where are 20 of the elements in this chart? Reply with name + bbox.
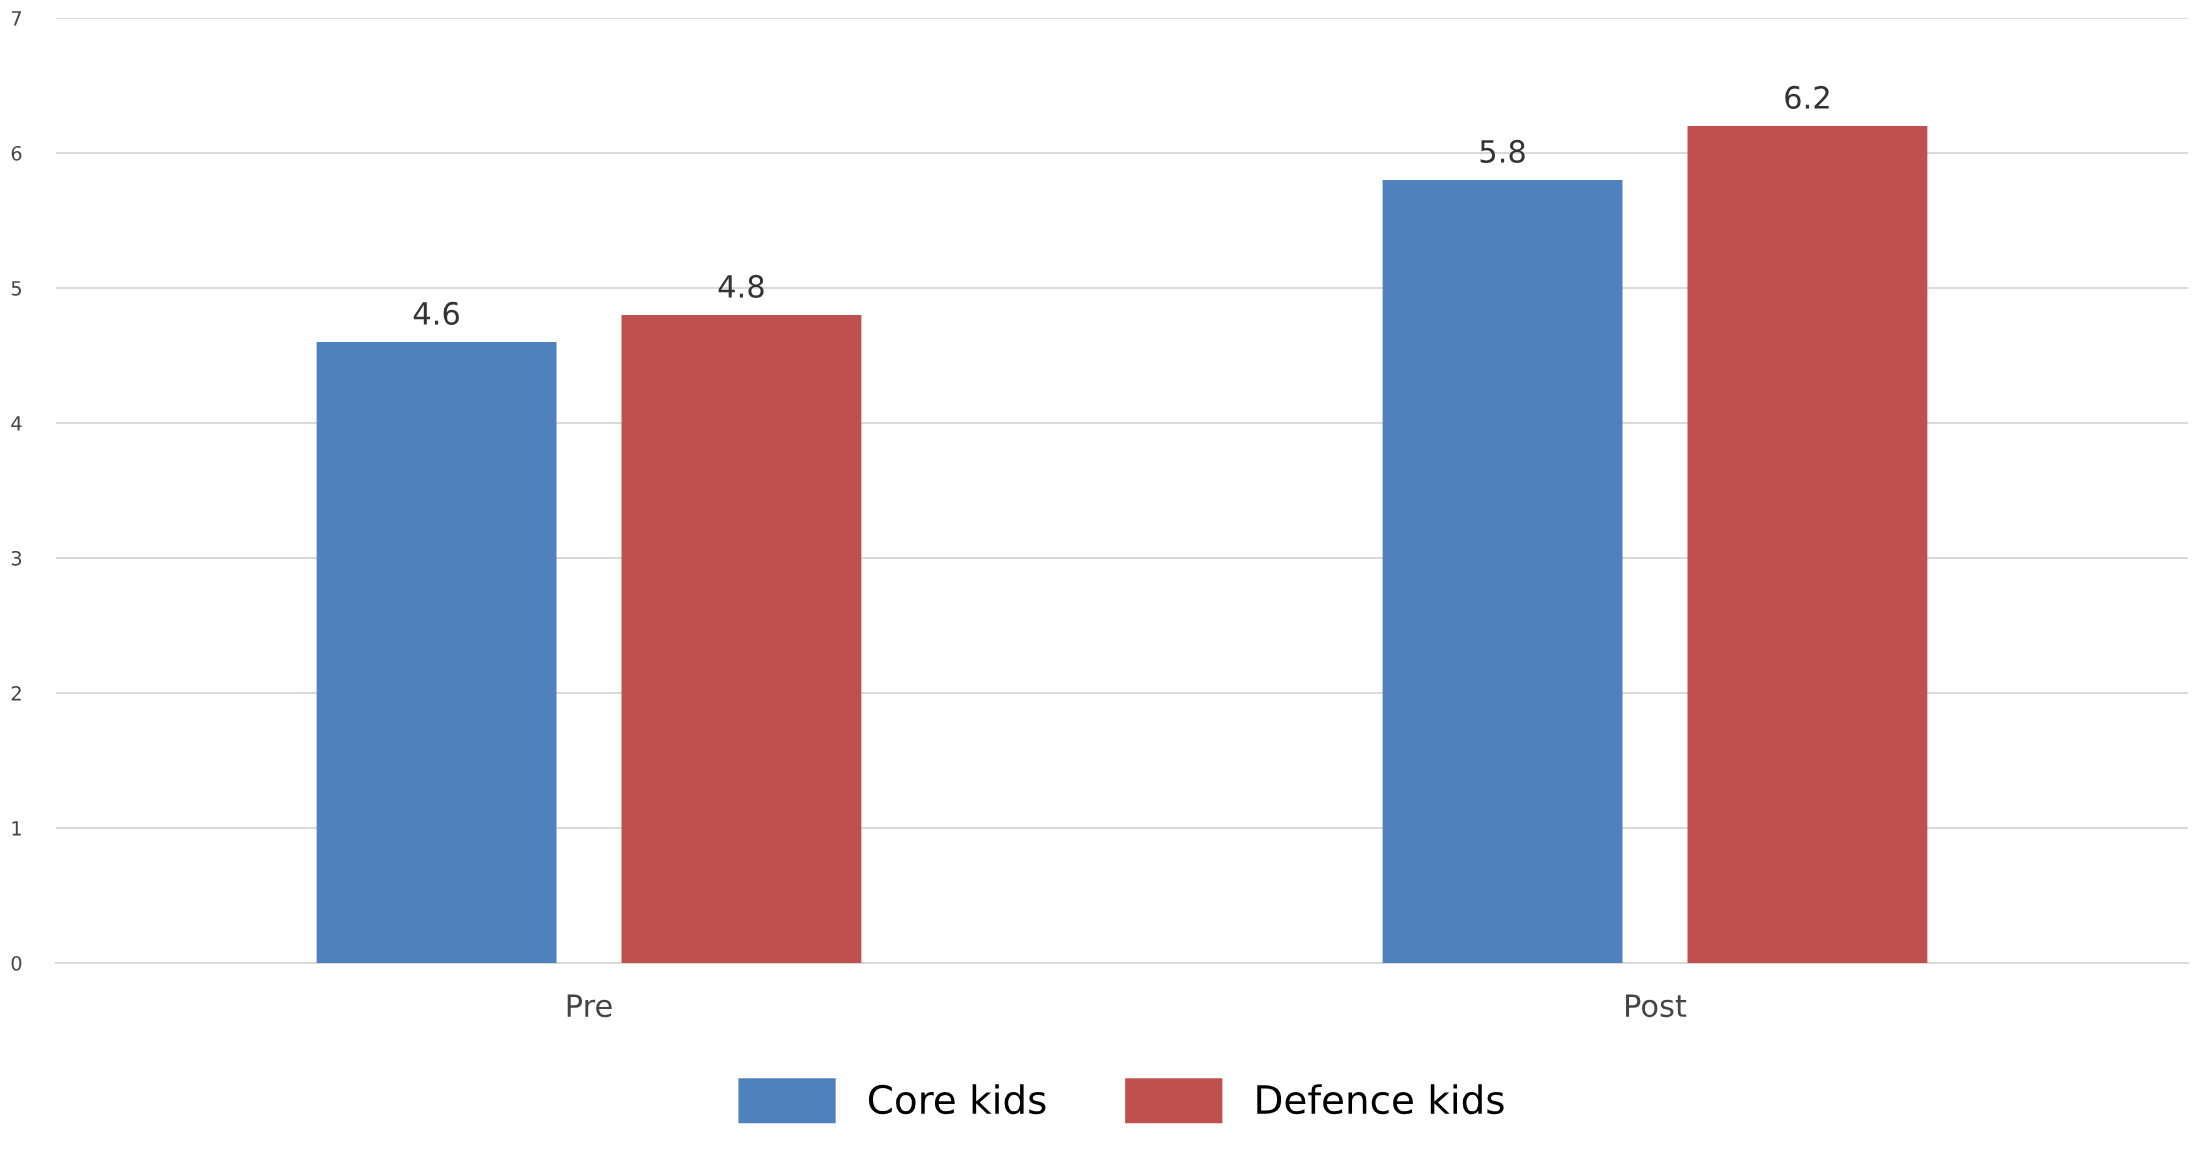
- legend-label: Defence kids: [1257, 1084, 1504, 1115]
- bar: [1687, 126, 1928, 963]
- x-tick-label: Pre: [567, 994, 612, 1018]
- data-label: 6.2: [1785, 85, 1829, 109]
- y-tick-label: 7: [11, 11, 21, 26]
- y-tick-label: 0: [11, 955, 22, 971]
- bar: [316, 342, 557, 963]
- y-tick-label: 4: [11, 416, 22, 431]
- y-tick-label: 5: [11, 281, 21, 296]
- y-tick-label: 2: [11, 685, 21, 701]
- y-tick-label: 1: [12, 821, 21, 836]
- x-tick-label: Post: [1626, 994, 1687, 1018]
- data-label: 4.6: [413, 301, 459, 325]
- data-label: 4.8: [718, 274, 764, 298]
- data-label: 5.8: [1480, 139, 1525, 163]
- y-tick-label: 6: [11, 145, 22, 161]
- bar: [621, 315, 862, 963]
- legend-label: Core kids: [868, 1084, 1046, 1115]
- bar: [1382, 180, 1623, 963]
- y-tick-label: 3: [11, 550, 22, 566]
